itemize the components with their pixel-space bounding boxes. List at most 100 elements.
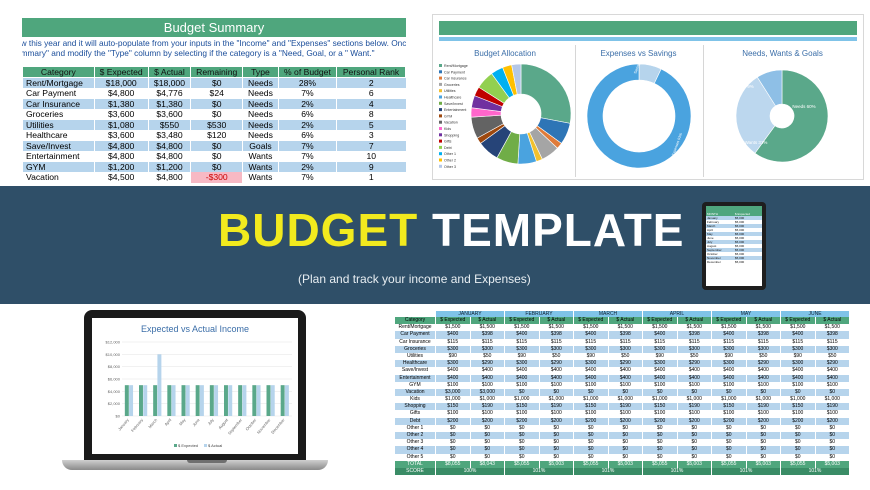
- monthly-cell[interactable]: $0: [573, 453, 608, 461]
- monthly-cell[interactable]: $90: [711, 352, 746, 361]
- monthly-cell[interactable]: $115: [814, 338, 850, 346]
- monthly-cell[interactable]: $0: [745, 446, 781, 454]
- monthly-cell[interactable]: $100: [676, 381, 712, 389]
- monthly-cell[interactable]: $1,000: [642, 396, 677, 404]
- monthly-cell[interactable]: $0: [676, 453, 712, 461]
- monthly-cell[interactable]: $100: [642, 410, 677, 418]
- monthly-cell[interactable]: $0: [745, 424, 781, 432]
- monthly-cell[interactable]: $0: [676, 439, 712, 447]
- monthly-cell[interactable]: $100: [607, 381, 643, 389]
- monthly-cell[interactable]: $0: [469, 453, 505, 461]
- monthly-cell[interactable]: $50: [745, 352, 781, 361]
- monthly-cell[interactable]: $150: [711, 403, 746, 411]
- summary-cell[interactable]: Rent/Mortgage: [22, 77, 95, 88]
- summary-cell[interactable]: $4,776: [147, 88, 191, 99]
- monthly-cell[interactable]: $100: [711, 381, 746, 389]
- monthly-cell[interactable]: $100: [504, 410, 539, 418]
- monthly-cell[interactable]: $0: [711, 424, 746, 432]
- monthly-cell[interactable]: $3,000: [469, 388, 505, 397]
- monthly-cell[interactable]: $0: [780, 388, 815, 397]
- monthly-cell[interactable]: $0: [573, 424, 608, 432]
- monthly-cell[interactable]: $200: [504, 417, 539, 425]
- monthly-cell[interactable]: $400: [504, 331, 539, 339]
- monthly-cell[interactable]: $0: [538, 388, 574, 397]
- summary-cell[interactable]: $0: [190, 98, 243, 109]
- monthly-cell[interactable]: $190: [538, 403, 574, 411]
- monthly-cell[interactable]: $50: [676, 352, 712, 361]
- monthly-cell[interactable]: $300: [504, 345, 539, 353]
- monthly-cell[interactable]: $150: [780, 403, 815, 411]
- monthly-cell[interactable]: $0: [573, 432, 608, 440]
- monthly-cell[interactable]: $0: [469, 424, 505, 432]
- monthly-cell[interactable]: $150: [573, 403, 608, 411]
- monthly-cell[interactable]: $0: [469, 439, 505, 447]
- monthly-cell[interactable]: $115: [676, 338, 712, 346]
- monthly-cell[interactable]: $90: [435, 352, 470, 361]
- monthly-cell[interactable]: $400: [780, 374, 815, 382]
- monthly-cell[interactable]: $0: [573, 388, 608, 397]
- monthly-cell[interactable]: $115: [469, 338, 505, 346]
- summary-cell[interactable]: 7%: [277, 172, 337, 183]
- summary-cell[interactable]: 28%: [277, 77, 337, 88]
- monthly-cell[interactable]: $100: [607, 410, 643, 418]
- monthly-cell[interactable]: $400: [711, 367, 746, 375]
- monthly-cell[interactable]: $1,000: [607, 396, 643, 404]
- summary-cell[interactable]: 2: [336, 77, 406, 88]
- monthly-cell[interactable]: $0: [676, 446, 712, 454]
- monthly-cell[interactable]: $300: [745, 345, 781, 353]
- monthly-cell[interactable]: $0: [607, 432, 643, 440]
- summary-cell[interactable]: $0: [190, 77, 243, 88]
- monthly-cell[interactable]: $398: [538, 331, 574, 339]
- monthly-cell[interactable]: $0: [745, 453, 781, 461]
- monthly-cell[interactable]: $300: [814, 345, 850, 353]
- monthly-cell[interactable]: $200: [573, 417, 608, 425]
- summary-cell[interactable]: Goals: [242, 140, 279, 151]
- summary-cell[interactable]: Save/Invest: [22, 140, 95, 151]
- monthly-cell[interactable]: $100: [504, 381, 539, 389]
- monthly-cell[interactable]: $100: [435, 410, 470, 418]
- summary-cell[interactable]: 7%: [277, 88, 337, 99]
- summary-cell[interactable]: Needs: [242, 77, 279, 88]
- monthly-cell[interactable]: $400: [814, 374, 850, 382]
- monthly-cell[interactable]: $0: [435, 446, 470, 454]
- monthly-cell[interactable]: $400: [469, 367, 505, 375]
- monthly-cell[interactable]: $1,000: [573, 396, 608, 404]
- monthly-cell[interactable]: $1,500: [607, 324, 643, 332]
- monthly-cell[interactable]: $400: [745, 367, 781, 375]
- monthly-cell[interactable]: $0: [711, 432, 746, 440]
- monthly-cell[interactable]: $400: [814, 367, 850, 375]
- summary-cell[interactable]: $24: [190, 88, 243, 99]
- monthly-cell[interactable]: $100: [435, 381, 470, 389]
- monthly-cell[interactable]: $300: [711, 345, 746, 353]
- summary-cell[interactable]: Needs: [242, 119, 279, 130]
- monthly-cell[interactable]: $400: [607, 367, 643, 375]
- monthly-cell[interactable]: $1,500: [814, 324, 850, 332]
- summary-cell[interactable]: $4,800: [147, 140, 191, 151]
- summary-cell[interactable]: 2%: [277, 119, 337, 130]
- summary-cell[interactable]: Car Insurance: [22, 98, 95, 109]
- monthly-cell[interactable]: $400: [676, 374, 712, 382]
- monthly-cell[interactable]: $400: [642, 374, 677, 382]
- monthly-cell[interactable]: $1,500: [676, 324, 712, 332]
- monthly-cell[interactable]: $290: [745, 360, 781, 368]
- summary-cell[interactable]: Needs: [242, 109, 279, 120]
- monthly-cell[interactable]: $0: [780, 424, 815, 432]
- monthly-cell[interactable]: $0: [642, 446, 677, 454]
- monthly-cell[interactable]: $50: [538, 352, 574, 361]
- monthly-cell[interactable]: $300: [676, 345, 712, 353]
- monthly-cell[interactable]: $398: [814, 331, 850, 339]
- monthly-cell[interactable]: $0: [676, 388, 712, 397]
- monthly-cell[interactable]: $300: [780, 345, 815, 353]
- summary-cell[interactable]: $3,480: [147, 130, 191, 141]
- monthly-cell[interactable]: $100: [469, 410, 505, 418]
- monthly-cell[interactable]: $200: [745, 417, 781, 425]
- monthly-cell[interactable]: $0: [538, 453, 574, 461]
- monthly-cell[interactable]: $400: [607, 374, 643, 382]
- monthly-cell[interactable]: $190: [814, 403, 850, 411]
- monthly-cell[interactable]: $0: [504, 439, 539, 447]
- monthly-cell[interactable]: $290: [538, 360, 574, 368]
- summary-cell[interactable]: 1: [336, 172, 406, 183]
- monthly-cell[interactable]: $400: [573, 374, 608, 382]
- monthly-cell[interactable]: $1,500: [642, 324, 677, 332]
- monthly-cell[interactable]: $400: [745, 374, 781, 382]
